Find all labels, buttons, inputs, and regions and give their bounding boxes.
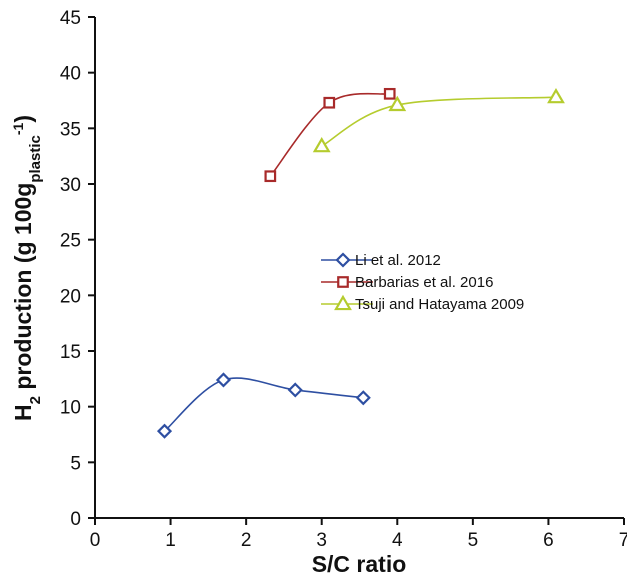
y-tick-label: 30 (60, 175, 81, 196)
y-axis-title-mid: production (g 100g (10, 183, 36, 396)
y-axis-title-sup: -1 (10, 122, 26, 135)
y-axis-title-sub: plastic (27, 135, 44, 183)
data-point (323, 96, 336, 109)
data-point (287, 382, 303, 398)
data-point (355, 390, 371, 406)
legend-marker (334, 294, 352, 311)
x-axis-title: S/C ratio (312, 551, 407, 577)
legend-item: Barbarias et al. 2016 (321, 274, 493, 291)
legend-label: Barbarias et al. 2016 (355, 274, 493, 291)
y-axis-title-prefix-sub: 2 (27, 396, 44, 404)
y-tick-label: 15 (60, 342, 81, 363)
legend-marker (337, 276, 349, 288)
legend-label: Li et al. 2012 (355, 252, 441, 269)
y-tick-label: 45 (60, 8, 81, 29)
series-1 (156, 372, 371, 439)
data-point (383, 87, 396, 100)
series-layer (156, 87, 565, 439)
data-point (156, 423, 173, 439)
series-2 (264, 87, 396, 183)
y-tick-label: 0 (70, 509, 81, 530)
y-ticks: 0 5 10 15 20 25 30 35 40 45 (60, 8, 95, 530)
y-tick-label: 20 (60, 286, 81, 307)
y-axis-title-prefix: H (10, 404, 36, 421)
x-ticks: 0 1 2 3 4 5 6 7 (90, 518, 627, 551)
x-tick-label: 4 (392, 530, 403, 551)
data-point (312, 136, 331, 153)
legend: Li et al. 2012 Barbarias et al. 2016 Tsuji… (321, 252, 524, 313)
x-tick-label: 6 (543, 530, 554, 551)
x-tick-label: 3 (316, 530, 327, 551)
series-line (163, 377, 364, 432)
y-tick-label: 5 (70, 453, 81, 474)
plot-area (94, 17, 624, 519)
x-tick-label: 5 (468, 530, 479, 551)
x-tick-label: 0 (90, 530, 101, 551)
y-axis-title: H2 production (g 100gplastic-1) (10, 115, 44, 421)
series-line (321, 96, 557, 147)
legend-label: Tsuji and Hatayama 2009 (355, 296, 524, 313)
legend-item: Tsuji and Hatayama 2009 (321, 294, 524, 313)
series-3 (312, 87, 565, 153)
data-point (215, 372, 232, 388)
y-tick-label: 25 (60, 231, 81, 252)
x-tick-label: 1 (165, 530, 176, 551)
y-tick-label: 35 (60, 119, 81, 140)
y-tick-label: 40 (60, 64, 81, 85)
x-tick-label: 2 (241, 530, 252, 551)
data-point (264, 170, 277, 183)
data-point (388, 95, 407, 112)
legend-marker (335, 252, 351, 268)
data-point (547, 87, 565, 104)
legend-item: Li et al. 2012 (321, 252, 441, 269)
x-tick-label: 7 (619, 530, 627, 551)
y-tick-label: 10 (60, 398, 81, 419)
y-axis-title-suffix: ) (10, 115, 36, 123)
